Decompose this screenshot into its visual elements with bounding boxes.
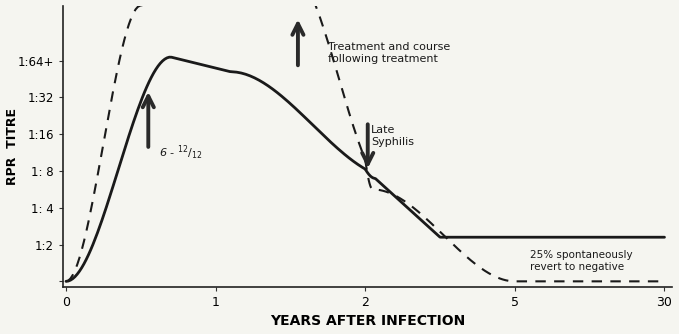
Y-axis label: RPR  TITRE: RPR TITRE [5, 108, 18, 185]
Text: 6 - $^{12}/_{12}$: 6 - $^{12}/_{12}$ [159, 143, 202, 162]
Text: 25% spontaneously
revert to negative: 25% spontaneously revert to negative [530, 250, 632, 272]
X-axis label: YEARS AFTER INFECTION: YEARS AFTER INFECTION [270, 314, 465, 328]
Text: Late
Syphilis: Late Syphilis [371, 125, 414, 147]
Text: Treatment and course
following treatment: Treatment and course following treatment [328, 42, 450, 64]
